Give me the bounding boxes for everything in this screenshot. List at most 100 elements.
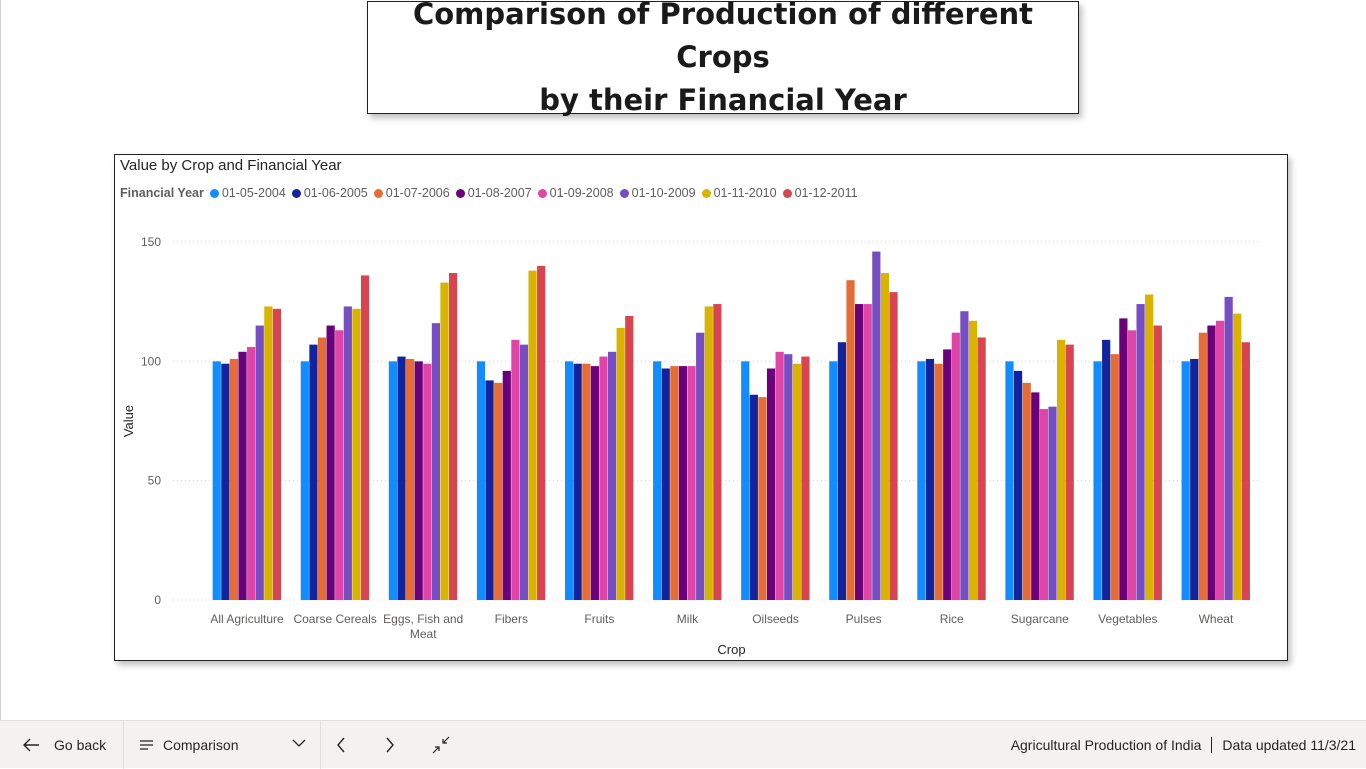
legend-item[interactable]: 01-10-2009 bbox=[619, 186, 696, 200]
bar bbox=[431, 323, 441, 600]
x-tick-label: All Agriculture bbox=[210, 612, 284, 626]
legend-label: 01-11-2010 bbox=[713, 186, 777, 200]
bar bbox=[590, 366, 599, 600]
bar bbox=[749, 394, 758, 600]
legend-item[interactable]: 01-06-2005 bbox=[291, 186, 368, 200]
bar bbox=[801, 356, 810, 600]
x-axis-title: Crop bbox=[717, 642, 745, 657]
legend-label: 01-08-2007 bbox=[467, 186, 532, 200]
bar bbox=[968, 320, 978, 600]
bar bbox=[1127, 330, 1137, 600]
legend-item[interactable]: 01-12-2011 bbox=[782, 186, 858, 200]
fit-to-page-button[interactable] bbox=[432, 721, 450, 769]
legend-label: 01-07-2006 bbox=[385, 186, 450, 200]
bar bbox=[1013, 370, 1023, 600]
bar bbox=[300, 361, 309, 600]
next-page-button[interactable] bbox=[385, 721, 395, 769]
legend-title: Financial Year bbox=[120, 186, 204, 200]
chart-legend: Financial Year 01-05-2004 01-06-2005 01-07… bbox=[120, 186, 864, 200]
bar bbox=[352, 308, 361, 600]
legend-marker bbox=[701, 188, 711, 198]
x-tick-label: Meat bbox=[410, 627, 437, 641]
bar bbox=[494, 382, 503, 600]
previous-page-button[interactable] bbox=[336, 721, 346, 769]
bar bbox=[255, 325, 264, 600]
bar bbox=[272, 308, 282, 600]
bar bbox=[687, 366, 696, 600]
bar bbox=[1093, 361, 1102, 600]
bar bbox=[925, 358, 935, 600]
bar bbox=[502, 370, 511, 600]
bar bbox=[977, 337, 986, 600]
y-tick-label: 50 bbox=[148, 474, 162, 488]
bar bbox=[537, 265, 546, 600]
bar bbox=[388, 361, 398, 600]
x-tick-label: Eggs, Fish and bbox=[383, 612, 463, 626]
bar bbox=[511, 339, 520, 600]
chevron-left-icon bbox=[337, 737, 345, 753]
x-tick-label: Oilseeds bbox=[752, 612, 799, 626]
bar bbox=[519, 344, 529, 600]
y-tick-label: 100 bbox=[141, 354, 161, 368]
bar bbox=[829, 361, 838, 600]
bar bbox=[766, 368, 776, 600]
bar bbox=[846, 280, 855, 600]
bar bbox=[212, 361, 221, 600]
legend-item[interactable]: 01-09-2008 bbox=[537, 186, 614, 200]
bar bbox=[792, 363, 801, 600]
bar bbox=[1207, 325, 1216, 600]
bar bbox=[599, 356, 608, 600]
legend-item[interactable]: 01-11-2010 bbox=[701, 186, 777, 200]
legend-item[interactable]: 01-05-2004 bbox=[209, 186, 286, 200]
footer-divider bbox=[1211, 737, 1213, 753]
bar bbox=[1136, 304, 1145, 600]
collapse-icon bbox=[432, 736, 450, 754]
bar bbox=[1031, 392, 1040, 600]
bar bbox=[1119, 318, 1128, 600]
footer-separator bbox=[320, 721, 321, 769]
bar bbox=[625, 315, 634, 600]
bar bbox=[326, 325, 335, 600]
bar bbox=[775, 351, 784, 600]
bar bbox=[397, 356, 406, 600]
bar bbox=[1039, 409, 1048, 600]
legend-marker bbox=[537, 188, 547, 198]
page-selector-dropdown[interactable]: Comparison bbox=[140, 721, 308, 769]
bar bbox=[1110, 354, 1119, 600]
legend-marker bbox=[291, 188, 301, 198]
report-canvas: Comparison of Production of different Cr… bbox=[0, 0, 1288, 720]
legend-item[interactable]: 01-08-2007 bbox=[455, 186, 532, 200]
legend-label: 01-06-2005 bbox=[303, 186, 368, 200]
clustered-column-chart[interactable]: 0 50 100 150 Value All Agriculture Coarse Cere… bbox=[114, 154, 1288, 661]
data-updated-text: Data updated 11/3/21 bbox=[1222, 737, 1356, 753]
x-tick-label: Fruits bbox=[584, 612, 614, 626]
bar bbox=[943, 349, 952, 600]
bar bbox=[564, 361, 574, 600]
y-axis-title: Value bbox=[121, 405, 136, 437]
bar bbox=[917, 361, 926, 600]
report-info: Agricultural Production of India Data up… bbox=[1011, 721, 1356, 769]
bar bbox=[238, 351, 247, 600]
bar bbox=[485, 380, 494, 600]
go-back-button[interactable]: Go back bbox=[22, 721, 106, 769]
bar bbox=[696, 332, 705, 600]
bar bbox=[837, 342, 847, 600]
bar bbox=[1145, 294, 1154, 600]
bar bbox=[1215, 320, 1225, 600]
bar bbox=[863, 304, 872, 600]
bar bbox=[573, 363, 582, 600]
bar bbox=[607, 351, 617, 600]
legend-label: 01-10-2009 bbox=[631, 186, 696, 200]
bar bbox=[934, 363, 943, 600]
x-tick-label: Rice bbox=[940, 612, 964, 626]
go-back-label: Go back bbox=[54, 737, 107, 753]
bar bbox=[1241, 342, 1250, 600]
legend-item[interactable]: 01-07-2006 bbox=[373, 186, 450, 200]
legend-marker bbox=[209, 188, 219, 198]
x-tick-label: Vegetables bbox=[1098, 612, 1157, 626]
chart-title: Value by Crop and Financial Year bbox=[120, 157, 342, 174]
bar bbox=[1048, 406, 1057, 600]
bar bbox=[476, 361, 486, 600]
bar bbox=[406, 358, 415, 600]
chevron-down-icon bbox=[292, 739, 306, 747]
